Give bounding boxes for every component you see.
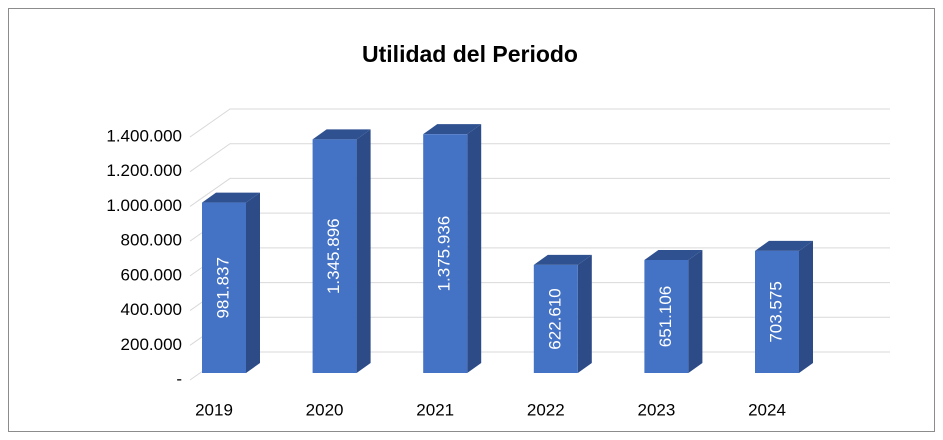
bar-top [423, 124, 482, 135]
chart-title: Utilidad del Periodo [362, 41, 578, 67]
value-label: 651.106 [656, 286, 675, 347]
bar [312, 129, 371, 373]
y-tick-label: 1.400.000 [106, 126, 182, 145]
bar-side [799, 240, 813, 373]
x-tick-label: 2023 [637, 400, 675, 419]
grid-line [189, 143, 890, 173]
value-label: 703.575 [766, 281, 785, 342]
y-tick-label: 1.200.000 [106, 161, 182, 180]
bar-front [533, 264, 578, 373]
y-tick-label: - [176, 369, 182, 388]
bar-top [644, 249, 703, 260]
x-tick-label: 2019 [195, 400, 233, 419]
bar-top [202, 192, 260, 203]
y-tick-label: 1.000.000 [106, 196, 182, 215]
y-tick-label: 200.000 [121, 335, 182, 354]
bar [202, 192, 260, 373]
bar-front [312, 139, 357, 373]
value-label: 981.837 [213, 257, 232, 318]
y-tick-label: 800.000 [121, 231, 182, 250]
x-tick-label: 2022 [527, 400, 565, 419]
bar [423, 124, 482, 374]
x-tick-label: 2024 [748, 400, 786, 419]
bar-side [688, 249, 703, 373]
y-tick-label: 400.000 [121, 300, 182, 319]
bar-side [577, 254, 592, 373]
bar-front [423, 134, 468, 373]
bar-top [312, 129, 371, 140]
x-tick-label: 2021 [416, 400, 454, 419]
bar-front [755, 250, 799, 373]
value-label: 622.610 [545, 288, 564, 349]
bar [755, 240, 813, 373]
bar-front [644, 259, 689, 373]
bar-front [202, 202, 246, 373]
y-tick-label: 600.000 [121, 265, 182, 284]
bar-side [246, 192, 260, 373]
value-label: 1.375.936 [435, 216, 454, 292]
x-tick-label: 2020 [306, 400, 344, 419]
bar-side [467, 124, 482, 374]
bar [533, 254, 592, 373]
bar-top [755, 240, 813, 251]
grid-line [189, 177, 890, 207]
grid-line [189, 108, 890, 138]
bar [644, 249, 703, 373]
bar-top [533, 254, 592, 265]
value-label: 1.345.896 [324, 218, 343, 294]
bar-side [356, 129, 371, 373]
